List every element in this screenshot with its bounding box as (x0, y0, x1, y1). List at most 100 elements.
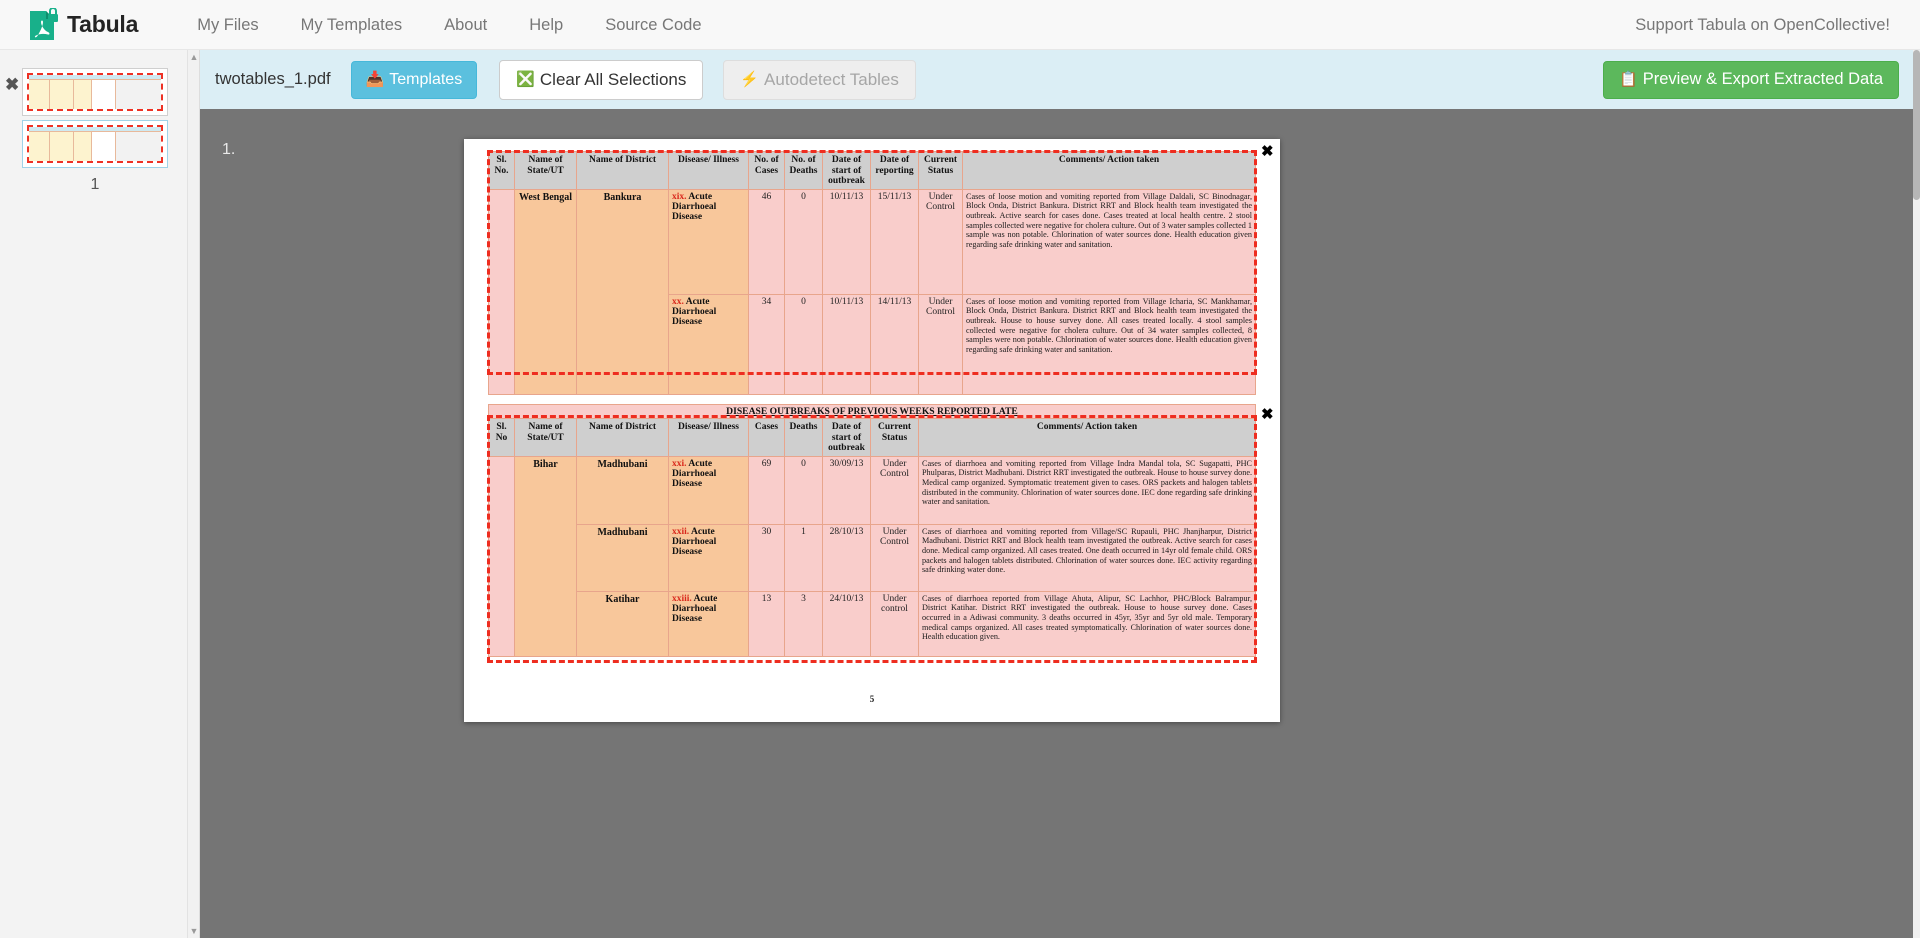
td-district: Madhubani (576, 523, 669, 592)
th-reporting: Date of reporting (870, 151, 919, 190)
td-disease-label: Acute Diarrhoeal Disease (672, 458, 717, 489)
thumbnail-selection-box (27, 125, 163, 163)
td-deaths: 0 (784, 455, 823, 525)
thumbnail-selection-box (27, 73, 163, 111)
td-cases: 30 (748, 523, 785, 592)
pdf-lock-icon (30, 7, 58, 40)
th-start: Date of start of outbreak (822, 418, 871, 457)
td-disease-label: Acute Diarrhoeal Disease (672, 296, 717, 327)
td-disease: xx. Acute Diarrhoeal Disease (668, 293, 749, 395)
td-disease-label: Acute Diarrhoeal Disease (672, 526, 717, 557)
close-x-icon[interactable]: ✖ (5, 75, 20, 94)
scroll-down-arrow-icon[interactable]: ▼ (189, 926, 199, 936)
thumbnail-col (92, 132, 117, 161)
scroll-up-arrow-icon[interactable]: ▲ (189, 52, 199, 62)
th-disease: Disease/ Illness (668, 151, 749, 190)
page-thumbnail-sidebar: ✖ (0, 50, 200, 938)
thumbnail-col (92, 80, 117, 109)
thumbnail-col (116, 80, 161, 109)
page-scrollbar-thumb[interactable] (1913, 50, 1920, 200)
td-district: Bankura (576, 188, 669, 395)
td-sl-no (488, 455, 515, 657)
td-reporting: 14/11/13 (870, 293, 919, 395)
nav-links: My Files My Templates About Help Source … (176, 0, 722, 50)
td-sl-no (488, 188, 515, 395)
table-header-row: Sl. No. Name of State/UT Name of Distric… (488, 151, 1256, 190)
preview-export-button[interactable]: 📋 Preview & Export Extracted Data (1603, 60, 1899, 99)
page-thumbnail-1[interactable] (22, 68, 168, 116)
clear-all-selections-button[interactable]: ❎ Clear All Selections (499, 59, 704, 100)
td-comments: Cases of diarrhoea and vomiting reported… (918, 523, 1256, 592)
pdf-viewer[interactable]: 1. Sl. No. Name of State/UT Name of Dist… (200, 109, 1913, 938)
th-disease: Disease/ Illness (668, 418, 749, 457)
templates-button-label: Templates (389, 70, 463, 88)
td-disease-roman: xxi. (672, 458, 687, 469)
thumbnail-preview (29, 127, 161, 161)
top-navbar: Tabula My Files My Templates About Help … (0, 0, 1920, 50)
td-status: Under Control (870, 523, 919, 592)
th-state: Name of State/UT (514, 418, 577, 457)
th-state: Name of State/UT (514, 151, 577, 190)
selection-close-icon-2[interactable]: ✖ (1261, 406, 1274, 423)
thumbnail-col (29, 80, 51, 109)
thumbnail-col (73, 132, 93, 161)
th-sl-no: Sl. No. (488, 151, 515, 190)
brand[interactable]: Tabula (28, 7, 138, 42)
nav-item-source-code[interactable]: Source Code (605, 15, 702, 34)
thumbnail-body (29, 132, 161, 161)
td-disease-roman: xxii. (672, 526, 690, 537)
selection-close-icon-1[interactable]: ✖ (1261, 143, 1274, 160)
page-thumbnail-1-active[interactable] (22, 120, 168, 168)
template-stamp-icon: 📥 (365, 71, 385, 88)
td-start: 28/10/13 (822, 523, 871, 592)
action-toolbar: twotables_1.pdf 📥 Templates ❎ Clear All … (200, 50, 1913, 109)
pdf-table-2-wrap: DISEASE OUTBREAKS OF PREVIOUS WEEKS REPO… (488, 404, 1256, 657)
th-sl-no: Sl. No (488, 418, 515, 457)
lightning-bolt-icon: ⚡ (740, 71, 760, 88)
td-disease: xix. Acute Diarrhoeal Disease (668, 188, 749, 295)
support-opencollective-link[interactable]: Support Tabula on OpenCollective! (1635, 16, 1890, 34)
autodetect-tables-button[interactable]: ⚡ Autodetect Tables (723, 59, 916, 100)
nav-item-help[interactable]: Help (529, 15, 564, 34)
th-comments: Comments/ Action taken (962, 151, 1256, 190)
td-start: 10/11/13 (822, 188, 871, 295)
pdf-table-2-title: DISEASE OUTBREAKS OF PREVIOUS WEEKS REPO… (488, 404, 1256, 418)
thumbnail-col (50, 132, 74, 161)
td-disease: xxiii. Acute Diarrhoeal Disease (668, 590, 749, 657)
th-comments: Comments/ Action taken (918, 418, 1256, 457)
page-scrollbar-track[interactable] (1913, 50, 1920, 938)
td-status: Under control (870, 590, 919, 657)
th-cases: No. of Cases (748, 151, 785, 190)
nav-item-my-files[interactable]: My Files (197, 15, 259, 34)
td-start: 30/09/13 (822, 455, 871, 525)
templates-button[interactable]: 📥 Templates (350, 60, 478, 99)
td-disease-roman: xxiii. (672, 593, 692, 604)
nav-item-about[interactable]: About (444, 15, 488, 34)
table-row: West Bengal Bankura xix. Acute Diarrhoea… (488, 188, 1256, 395)
th-status: Current Status (870, 418, 919, 457)
thumbnail-preview (29, 75, 161, 109)
autodetect-tables-label: Autodetect Tables (764, 69, 899, 89)
th-deaths: No. of Deaths (784, 151, 823, 190)
table-list-icon: 📋 (1619, 71, 1638, 88)
sidebar-scrollbar[interactable]: ▲ ▼ (187, 50, 199, 938)
th-deaths: Deaths (784, 418, 823, 457)
table-row: Bihar Madhubani xxi. Acute Diarrhoeal Di… (488, 455, 1256, 657)
table-row: Katihar xxiii. Acute Diarrhoeal Disease … (489, 590, 1256, 657)
td-comments: Cases of loose motion and vomiting repor… (962, 293, 1256, 395)
td-comments: Cases of diarrhoea and vomiting reported… (918, 455, 1256, 525)
thumbnail-col (73, 80, 93, 109)
pdf-page-canvas[interactable]: Sl. No. Name of State/UT Name of Distric… (464, 139, 1280, 722)
th-district: Name of District (576, 151, 669, 190)
td-start: 24/10/13 (822, 590, 871, 657)
thumbnail-header-row (29, 75, 161, 80)
td-deaths: 0 (784, 188, 823, 295)
table-row: Madhubani xxii. Acute Diarrhoeal Disease… (489, 523, 1256, 592)
thumbnail-col (29, 132, 51, 161)
td-disease: xxii. Acute Diarrhoeal Disease (668, 523, 749, 592)
pdf-table-1: Sl. No. Name of State/UT Name of Distric… (488, 151, 1256, 395)
td-state: West Bengal (514, 188, 577, 395)
nav-item-my-templates[interactable]: My Templates (300, 15, 403, 34)
pdf-table-2: Sl. No Name of State/UT Name of District… (488, 418, 1256, 657)
td-deaths: 3 (784, 590, 823, 657)
